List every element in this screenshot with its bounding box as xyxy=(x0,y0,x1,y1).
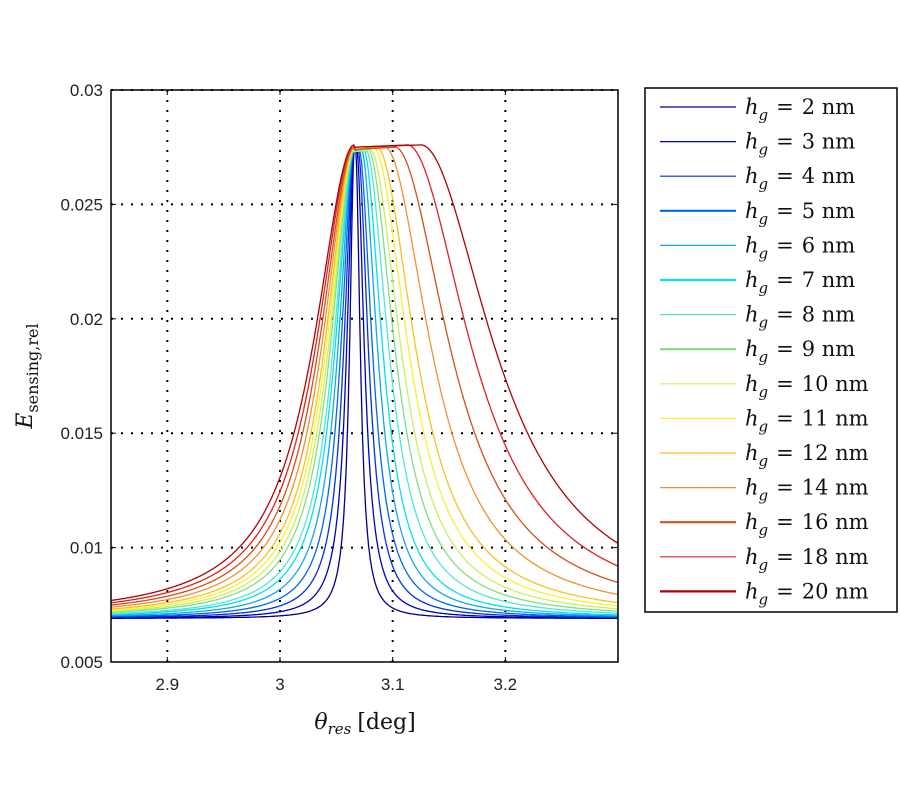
legend-label: hg = 4 nm xyxy=(745,164,855,193)
legend-label: hg = 8 nm xyxy=(745,303,855,332)
grid-lines xyxy=(111,89,618,662)
series-line-hg-18 xyxy=(111,144,619,604)
legend-item: hg = 3 nm xyxy=(660,130,855,159)
legend-label: hg = 16 nm xyxy=(745,510,869,539)
series-line-hg-2 xyxy=(111,147,618,619)
legend-item: hg = 9 nm xyxy=(660,337,855,366)
plot-frame xyxy=(110,89,619,663)
y-tick-label: 0.025 xyxy=(60,195,103,214)
legend-label: hg = 10 nm xyxy=(745,372,869,401)
series-line-hg-3 xyxy=(111,148,618,619)
series-line-hg-7 xyxy=(111,148,618,616)
legend-item: hg = 4 nm xyxy=(660,164,855,193)
legend-item: hg = 11 nm xyxy=(660,406,869,435)
axis-ticks: 2.9 3 3.1 3.2 0.005 0.01 0.015 0.02 0.025 0.03 xyxy=(60,81,618,694)
y-tick-label: 0.03 xyxy=(70,81,103,100)
series-line-hg-16 xyxy=(110,146,619,606)
legend-label: hg = 14 nm xyxy=(745,476,869,505)
legend-item: hg = 20 nm xyxy=(660,579,869,608)
y-tick-label: 0.01 xyxy=(70,539,103,558)
series-line-hg-11 xyxy=(110,146,619,611)
legend-item: hg = 5 nm xyxy=(660,199,855,228)
legend-label: hg = 20 nm xyxy=(745,579,869,608)
x-tick-label: 3 xyxy=(275,675,284,694)
series-line-hg-10 xyxy=(111,148,618,612)
legend-label: hg = 7 nm xyxy=(745,268,855,297)
x-tick-label: 3.2 xyxy=(494,675,518,694)
legend-item: hg = 18 nm xyxy=(660,545,869,574)
x-axis-label: θres [deg] xyxy=(314,710,415,738)
legend-item: hg = 6 nm xyxy=(660,233,855,262)
legend-label: hg = 12 nm xyxy=(745,441,869,470)
x-tick-label: 3.1 xyxy=(381,675,405,694)
legend-item: hg = 10 nm xyxy=(660,372,869,401)
y-axis-label: Esensing,rel xyxy=(13,323,42,429)
legend-label: hg = 18 nm xyxy=(745,545,869,574)
x-tick-label: 2.9 xyxy=(156,675,180,694)
legend-label: hg = 11 nm xyxy=(745,406,869,435)
legend-item: hg = 8 nm xyxy=(660,303,855,332)
legend-label: hg = 2 nm xyxy=(745,95,855,124)
series-line-hg-20 xyxy=(110,144,619,602)
series-line-hg-12 xyxy=(111,146,619,610)
series-line-hg-14 xyxy=(111,146,619,608)
legend-item: hg = 2 nm xyxy=(660,95,855,124)
y-tick-label: 0.02 xyxy=(70,310,103,329)
legend-label: hg = 9 nm xyxy=(745,337,855,366)
legend-item: hg = 12 nm xyxy=(660,441,869,470)
legend-item: hg = 16 nm xyxy=(660,510,869,539)
legend-label: hg = 6 nm xyxy=(745,233,855,262)
legend-label: hg = 5 nm xyxy=(745,199,855,228)
series-line-hg-6 xyxy=(111,148,618,617)
legend: hg = 2 nm hg = 3 nm hg = 4 nm hg = 5 nm hg = 6 nm hg = 7 … xyxy=(644,87,898,613)
legend-item: hg = 14 nm xyxy=(660,476,869,505)
series-line-hg-4 xyxy=(111,148,618,619)
legend-item: hg = 7 nm xyxy=(660,268,855,297)
series-line-hg-8 xyxy=(111,148,618,615)
series-curves xyxy=(110,144,619,619)
legend-label: hg = 3 nm xyxy=(745,130,855,159)
y-tick-label: 0.005 xyxy=(60,653,103,672)
series-line-hg-5 xyxy=(111,148,618,618)
y-tick-label: 0.015 xyxy=(60,424,103,443)
